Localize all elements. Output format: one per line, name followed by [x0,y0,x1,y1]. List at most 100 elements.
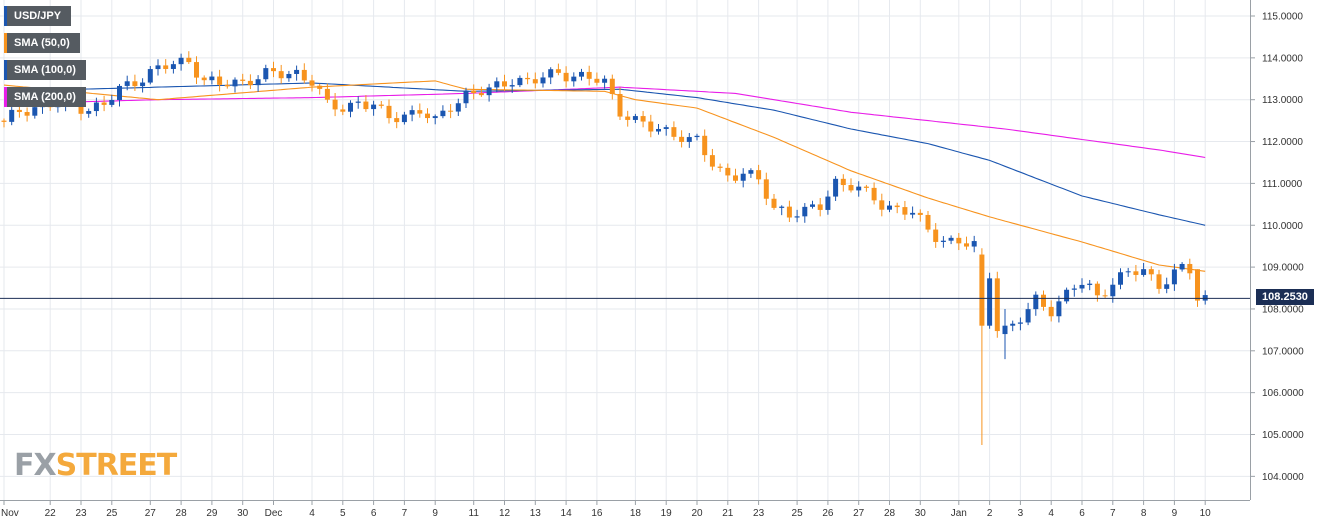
candle-body [902,207,908,215]
candle-body [686,137,692,142]
candle-body [517,77,523,86]
candle-body [1048,306,1054,317]
candle-body [117,85,122,100]
x-tick-label: 21 [722,508,734,519]
candle-body [663,127,669,129]
x-tick-label: 23 [75,508,87,519]
x-tick-label: 22 [45,508,57,519]
legend-item-0[interactable]: USD/JPY [4,6,72,26]
plot-background [0,0,1250,500]
candle-body [740,173,746,181]
candle-body [170,64,176,69]
candle-body [917,212,923,215]
candle-body [93,102,99,112]
candle-body [625,116,631,120]
legend-item-3[interactable]: SMA (200,0) [4,87,86,107]
y-tick-label: 110.0000 [1262,221,1303,232]
fxstreet-logo: FXSTREET [14,448,178,483]
candle-body [1148,269,1154,275]
candle-body [494,81,500,88]
x-tick-label: 5 [340,508,346,519]
y-tick-label: 106.0000 [1262,388,1304,399]
candle-body [509,85,515,87]
candle-body [848,185,854,191]
candle-body [779,206,785,208]
candle-body [132,81,138,87]
candle-body [717,166,723,168]
candle-body [271,68,276,72]
x-tick-label: 7 [1110,508,1116,519]
candle-body [448,110,454,112]
candle-body [571,76,577,82]
candle-body [964,243,969,247]
candle-body [340,109,346,112]
candle-body [609,78,615,95]
candle-body [1125,271,1131,273]
candle-body [879,200,885,210]
legend-item-1[interactable]: SMA (50,0) [4,33,80,53]
candle-body [124,81,130,86]
x-tick-label: 19 [661,508,673,519]
candle-body [671,127,677,137]
candle-body [201,77,207,81]
candle-body [825,196,831,210]
candle-body [817,204,823,210]
candle-body [994,278,1000,332]
x-tick-label: Nov [1,508,19,519]
candle-body [656,128,661,132]
candle-body [240,79,246,81]
candle-body [155,65,161,70]
legend-label: SMA (200,0) [14,91,76,103]
grid-lines [0,0,1250,500]
candle-body [502,81,507,87]
candle-body [1071,288,1077,290]
legend-swatch [4,6,7,26]
logo-fx: FX [14,448,57,483]
candle-body [548,69,554,78]
candle-body [24,112,30,116]
candle-body [16,109,22,113]
legend-label: SMA (50,0) [14,37,70,49]
candle-body [1064,289,1070,302]
candle-body [810,204,815,207]
candle-body [386,105,392,119]
candle-body [940,240,946,242]
candle-body [363,101,369,110]
candle-body [1102,295,1108,297]
candle-body [140,82,146,87]
candle-body [1056,301,1062,317]
x-tick-label: 10 [1200,508,1212,519]
candle-body [371,104,377,110]
y-tick-label: 105.0000 [1262,430,1304,441]
candle-body [355,101,361,103]
candle-body [294,69,300,74]
legend-item-2[interactable]: SMA (100,0) [4,60,86,80]
candle-body [1202,295,1208,301]
x-tick-label: 27 [145,508,157,519]
candle-body [263,68,269,80]
candle-body [147,69,153,83]
y-tick-label: 111.0000 [1262,179,1303,190]
candle-body [378,104,384,106]
candle-body [863,186,869,188]
candle-body [247,80,253,86]
candle-body [756,170,762,180]
candle-body [532,79,538,84]
candle-body [471,90,477,94]
candle-body [794,216,800,218]
candle-body [1025,309,1031,323]
candle-body [440,110,446,117]
x-tick-label: 11 [469,508,480,519]
logo-street: STREET [55,448,178,483]
candle-body [579,71,584,77]
x-tick-label: 29 [206,508,218,519]
candle-body [432,116,438,119]
sma50-line [3,80,1206,272]
candle-body [394,118,400,123]
legend-label: USD/JPY [14,10,62,22]
candle-body [833,178,839,197]
axes [0,0,1251,501]
candle-body [417,110,423,114]
candle-body [317,85,323,89]
